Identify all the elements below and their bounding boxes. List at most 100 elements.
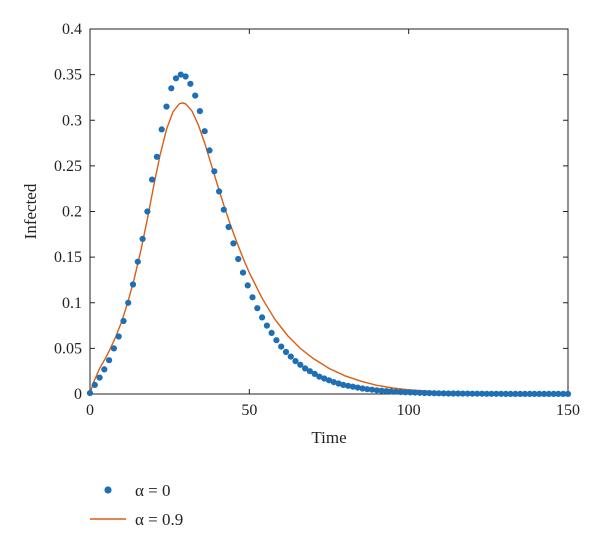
data-point — [450, 390, 457, 397]
data-point — [297, 361, 304, 368]
data-point — [125, 299, 132, 306]
data-point — [216, 188, 223, 195]
data-point — [201, 128, 208, 135]
data-point — [239, 269, 247, 276]
data-point — [149, 176, 156, 183]
data-point — [220, 206, 227, 213]
y-axis-label: Infected — [21, 183, 40, 239]
data-point — [259, 314, 266, 321]
data-point — [455, 390, 462, 397]
data-point — [158, 126, 165, 133]
series-line-group — [89, 102, 569, 395]
data-point — [435, 390, 442, 397]
data-point — [254, 305, 261, 312]
data-point — [86, 390, 94, 397]
data-point — [249, 294, 256, 301]
data-point — [273, 337, 280, 344]
data-point — [512, 390, 519, 397]
data-point — [502, 390, 509, 397]
data-point — [388, 388, 395, 395]
data-point — [163, 103, 170, 110]
data-point — [354, 384, 361, 391]
series-markers-group — [86, 71, 572, 397]
data-point — [526, 390, 533, 397]
data-point — [545, 390, 553, 397]
y-tick-label: 0.3 — [62, 112, 82, 129]
data-point — [211, 168, 218, 175]
data-point — [302, 365, 309, 372]
x-tick-label: 150 — [556, 402, 580, 419]
y-tick-label: 0.15 — [54, 249, 82, 266]
data-point — [459, 390, 466, 397]
data-point — [182, 73, 189, 80]
data-point — [517, 390, 524, 397]
legend-label-alpha-0: α = 0 — [135, 481, 171, 500]
data-point — [349, 383, 356, 390]
x-axis-label: Time — [311, 428, 346, 447]
data-point — [440, 390, 447, 397]
data-point — [225, 223, 232, 231]
data-point — [306, 368, 313, 375]
y-tick-label: 0.25 — [54, 158, 82, 175]
data-point — [144, 208, 151, 215]
data-point — [345, 382, 352, 389]
data-point — [507, 390, 514, 397]
y-tick-label: 0 — [74, 386, 82, 403]
data-point — [493, 390, 500, 397]
data-point — [172, 75, 180, 82]
legend: α = 0 α = 0.9 — [90, 481, 183, 529]
x-tick-label: 50 — [241, 402, 257, 419]
data-point — [445, 390, 452, 397]
data-point — [431, 390, 438, 397]
data-point — [278, 343, 285, 350]
data-point — [416, 389, 423, 396]
data-point — [483, 390, 490, 397]
data-point — [206, 147, 213, 154]
data-point — [325, 377, 333, 384]
data-point — [268, 329, 275, 336]
data-point — [139, 235, 146, 242]
data-point — [187, 80, 194, 87]
data-point — [292, 358, 299, 365]
data-point — [498, 390, 505, 397]
data-point — [474, 390, 481, 397]
x-ticks: 0 50 100 150 — [86, 29, 580, 419]
data-point — [153, 153, 160, 160]
data-point — [282, 348, 290, 356]
data-point — [397, 388, 404, 396]
data-point — [373, 387, 380, 394]
data-point — [478, 390, 486, 397]
y-tick-label: 0.05 — [54, 340, 82, 357]
data-point — [426, 390, 433, 397]
data-point — [230, 240, 237, 247]
data-point — [564, 390, 572, 397]
data-point — [368, 386, 376, 393]
data-point — [244, 282, 251, 289]
data-point — [383, 388, 390, 395]
data-point — [91, 381, 98, 388]
data-point — [311, 370, 318, 377]
data-point — [134, 258, 141, 265]
data-point — [550, 390, 557, 397]
data-point — [531, 390, 538, 397]
y-tick-label: 0.1 — [62, 295, 82, 312]
data-point — [330, 379, 337, 386]
data-point — [196, 108, 203, 115]
data-point — [120, 317, 127, 325]
data-point — [96, 374, 103, 381]
legend-label-alpha-0.9: α = 0.9 — [135, 510, 183, 529]
data-point — [555, 390, 562, 397]
data-point — [359, 385, 366, 392]
data-point — [110, 345, 117, 352]
data-point — [364, 386, 371, 393]
legend-marker-alpha-0 — [104, 486, 112, 494]
data-point — [464, 390, 471, 397]
x-tick-label: 100 — [397, 402, 421, 419]
data-point — [177, 71, 184, 78]
data-point — [101, 366, 108, 373]
data-point — [321, 375, 328, 382]
y-tick-label: 0.2 — [62, 204, 82, 221]
data-point — [402, 389, 409, 396]
data-point — [316, 373, 323, 380]
